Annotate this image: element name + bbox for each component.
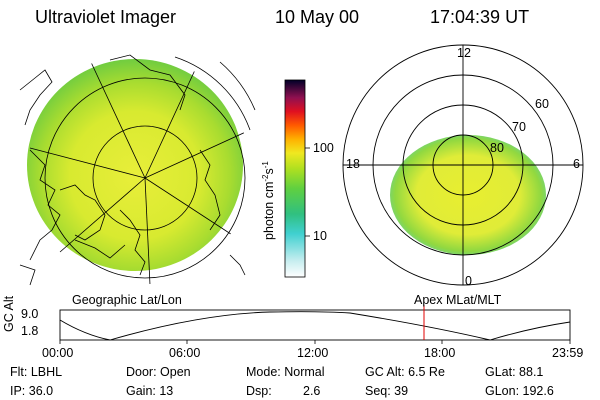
colorbar [284,79,306,278]
info-gc-alt: GC Alt: 6.5 Re [365,365,445,379]
mlat-panel-label: Apex MLat/MLT [414,293,502,307]
time-label: 17:04:39 UT [430,7,530,27]
mlat-mlt-image [342,44,584,286]
gc-alt-ytick-max: 9.0 [21,307,39,321]
gc-alt-xtick-2: 12:00 [297,346,329,360]
mlat-label-70: 70 [512,120,526,134]
colorbar-unit-label: photon cm-2s-1 [261,161,277,240]
date-label: 10 May 00 [275,7,360,27]
info-seq: Seq: 39 [365,384,409,398]
info-mode: Mode: Normal [246,365,325,379]
gc-alt-plot [59,305,571,344]
info-filter: Flt: LBHL [10,365,63,379]
coastlines [19,54,246,286]
gc-alt-xtick-4: 23:59 [552,346,584,360]
geo-panel-label: Geographic Lat/Lon [72,293,182,307]
info-gain: Gain: 13 [126,384,174,398]
info-door: Door: Open [126,365,191,379]
gc-alt-xtick-1: 06:00 [169,346,201,360]
gc-alt-ytick-min: 1.8 [21,324,39,338]
mlt-label-bottom: 0 [465,274,472,288]
mlt-label-top: 12 [457,46,471,60]
colorbar-tick-10: 10 [313,229,327,243]
gc-alt-ylabel: GC Alt [2,295,16,332]
info-dsp-value: 2.6 [303,384,321,398]
info-dsp-label: Dsp: [246,384,272,398]
geographic-image [19,54,256,286]
gc-alt-xtick-0: 00:00 [42,346,74,360]
mlat-label-80: 80 [490,141,504,155]
gc-alt-xtick-3: 18:00 [424,346,456,360]
mlt-label-left: 18 [346,157,360,171]
info-glat: GLat: 88.1 [485,365,544,379]
mlt-label-right: 6 [573,157,580,171]
colorbar-tick-100: 100 [313,141,334,155]
mlat-label-60: 60 [535,97,549,111]
info-ip: IP: 36.0 [10,384,54,398]
info-glon: GLon: 192.6 [485,384,554,398]
instrument-title: Ultraviolet Imager [35,7,177,27]
